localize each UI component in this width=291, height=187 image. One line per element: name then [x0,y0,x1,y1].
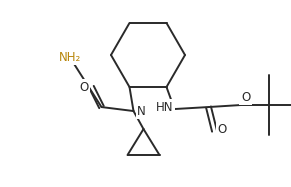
Text: NH₂: NH₂ [59,50,81,64]
Text: O: O [218,122,227,136]
Text: O: O [79,81,88,94]
Text: HN: HN [156,101,173,114]
Text: O: O [241,91,250,104]
Text: N: N [137,105,146,118]
